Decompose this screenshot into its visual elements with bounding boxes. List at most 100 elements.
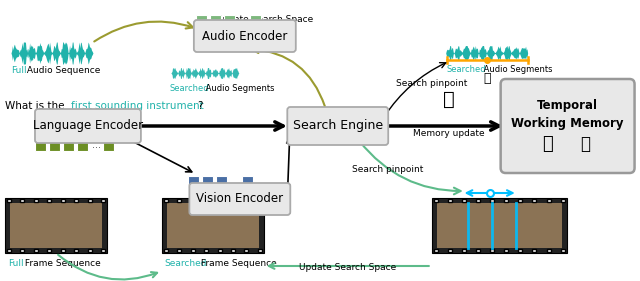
Text: Search Engine: Search Engine xyxy=(292,119,383,133)
Text: Audio Encoder: Audio Encoder xyxy=(202,30,287,42)
FancyBboxPatch shape xyxy=(88,199,92,202)
Text: ?: ? xyxy=(197,101,202,111)
FancyBboxPatch shape xyxy=(210,15,221,26)
FancyBboxPatch shape xyxy=(218,199,221,202)
Text: 💡: 💡 xyxy=(483,72,490,85)
Text: Full: Full xyxy=(11,66,27,75)
FancyBboxPatch shape xyxy=(490,249,494,252)
FancyBboxPatch shape xyxy=(34,249,38,252)
FancyBboxPatch shape xyxy=(216,176,227,187)
FancyBboxPatch shape xyxy=(191,199,195,202)
FancyBboxPatch shape xyxy=(202,176,213,187)
Text: Memory update: Memory update xyxy=(413,130,484,139)
Text: What is the: What is the xyxy=(5,101,68,111)
FancyBboxPatch shape xyxy=(250,15,261,26)
FancyBboxPatch shape xyxy=(47,199,51,202)
FancyBboxPatch shape xyxy=(34,199,38,202)
FancyBboxPatch shape xyxy=(196,15,207,26)
FancyBboxPatch shape xyxy=(7,249,11,252)
FancyBboxPatch shape xyxy=(500,79,634,173)
FancyBboxPatch shape xyxy=(432,198,566,253)
FancyBboxPatch shape xyxy=(189,183,291,215)
FancyBboxPatch shape xyxy=(49,139,60,151)
Text: 🧠: 🧠 xyxy=(443,90,454,108)
FancyBboxPatch shape xyxy=(20,199,24,202)
Text: Audio Segments: Audio Segments xyxy=(203,84,275,93)
FancyBboxPatch shape xyxy=(167,203,259,248)
FancyBboxPatch shape xyxy=(547,249,550,252)
Text: Full: Full xyxy=(8,259,24,268)
Text: Temporal
Working Memory: Temporal Working Memory xyxy=(511,99,624,130)
FancyBboxPatch shape xyxy=(448,249,452,252)
FancyBboxPatch shape xyxy=(188,176,199,187)
FancyBboxPatch shape xyxy=(561,249,564,252)
Text: first sounding instrument: first sounding instrument xyxy=(71,101,204,111)
FancyBboxPatch shape xyxy=(101,249,105,252)
FancyBboxPatch shape xyxy=(101,199,105,202)
FancyBboxPatch shape xyxy=(218,249,221,252)
FancyBboxPatch shape xyxy=(504,199,508,202)
FancyBboxPatch shape xyxy=(561,199,564,202)
FancyBboxPatch shape xyxy=(191,249,195,252)
Text: Searched: Searched xyxy=(447,65,486,74)
FancyBboxPatch shape xyxy=(20,249,24,252)
FancyBboxPatch shape xyxy=(47,249,51,252)
FancyBboxPatch shape xyxy=(63,139,74,151)
FancyBboxPatch shape xyxy=(35,139,46,151)
FancyBboxPatch shape xyxy=(258,199,262,202)
FancyBboxPatch shape xyxy=(287,107,388,145)
FancyBboxPatch shape xyxy=(177,199,181,202)
FancyBboxPatch shape xyxy=(5,198,107,253)
Text: Language Encoder: Language Encoder xyxy=(33,119,143,133)
Text: Vision Encoder: Vision Encoder xyxy=(196,192,284,205)
Text: Search pinpoint: Search pinpoint xyxy=(352,164,424,173)
FancyBboxPatch shape xyxy=(224,15,235,26)
FancyBboxPatch shape xyxy=(532,249,536,252)
Text: ...: ... xyxy=(239,15,248,25)
FancyBboxPatch shape xyxy=(242,176,253,187)
Text: Update Search Space: Update Search Space xyxy=(216,15,314,24)
FancyBboxPatch shape xyxy=(504,249,508,252)
Text: ...: ... xyxy=(231,176,240,186)
FancyBboxPatch shape xyxy=(490,199,494,202)
FancyBboxPatch shape xyxy=(74,199,78,202)
FancyBboxPatch shape xyxy=(88,249,92,252)
FancyBboxPatch shape xyxy=(518,249,522,252)
FancyBboxPatch shape xyxy=(462,199,466,202)
Text: Frame Sequence: Frame Sequence xyxy=(198,259,276,268)
FancyBboxPatch shape xyxy=(35,109,141,143)
FancyBboxPatch shape xyxy=(448,199,452,202)
FancyBboxPatch shape xyxy=(244,249,248,252)
FancyBboxPatch shape xyxy=(61,249,65,252)
Text: Update Search Space: Update Search Space xyxy=(299,263,396,272)
FancyBboxPatch shape xyxy=(7,199,11,202)
Text: Audio Segments: Audio Segments xyxy=(481,65,552,74)
Text: Searched: Searched xyxy=(170,84,209,93)
FancyBboxPatch shape xyxy=(164,199,168,202)
FancyBboxPatch shape xyxy=(532,199,536,202)
FancyBboxPatch shape xyxy=(434,199,438,202)
FancyBboxPatch shape xyxy=(547,199,550,202)
Text: Audio Sequence: Audio Sequence xyxy=(24,66,100,75)
FancyBboxPatch shape xyxy=(476,249,480,252)
FancyBboxPatch shape xyxy=(462,249,466,252)
FancyBboxPatch shape xyxy=(204,199,208,202)
FancyBboxPatch shape xyxy=(194,20,296,52)
Text: Frame Sequence: Frame Sequence xyxy=(22,259,100,268)
Text: Search pinpoint: Search pinpoint xyxy=(396,78,467,87)
FancyBboxPatch shape xyxy=(231,249,235,252)
Text: 🔊: 🔊 xyxy=(542,135,553,153)
FancyBboxPatch shape xyxy=(231,199,235,202)
FancyBboxPatch shape xyxy=(77,139,88,151)
FancyBboxPatch shape xyxy=(162,198,264,253)
Text: Searched: Searched xyxy=(164,259,206,268)
Text: ...: ... xyxy=(92,140,101,150)
FancyBboxPatch shape xyxy=(434,249,438,252)
FancyBboxPatch shape xyxy=(103,139,114,151)
Text: 🎬: 🎬 xyxy=(580,135,591,153)
FancyBboxPatch shape xyxy=(61,199,65,202)
FancyBboxPatch shape xyxy=(204,249,208,252)
FancyBboxPatch shape xyxy=(436,203,562,248)
FancyBboxPatch shape xyxy=(10,203,102,248)
FancyBboxPatch shape xyxy=(476,199,480,202)
